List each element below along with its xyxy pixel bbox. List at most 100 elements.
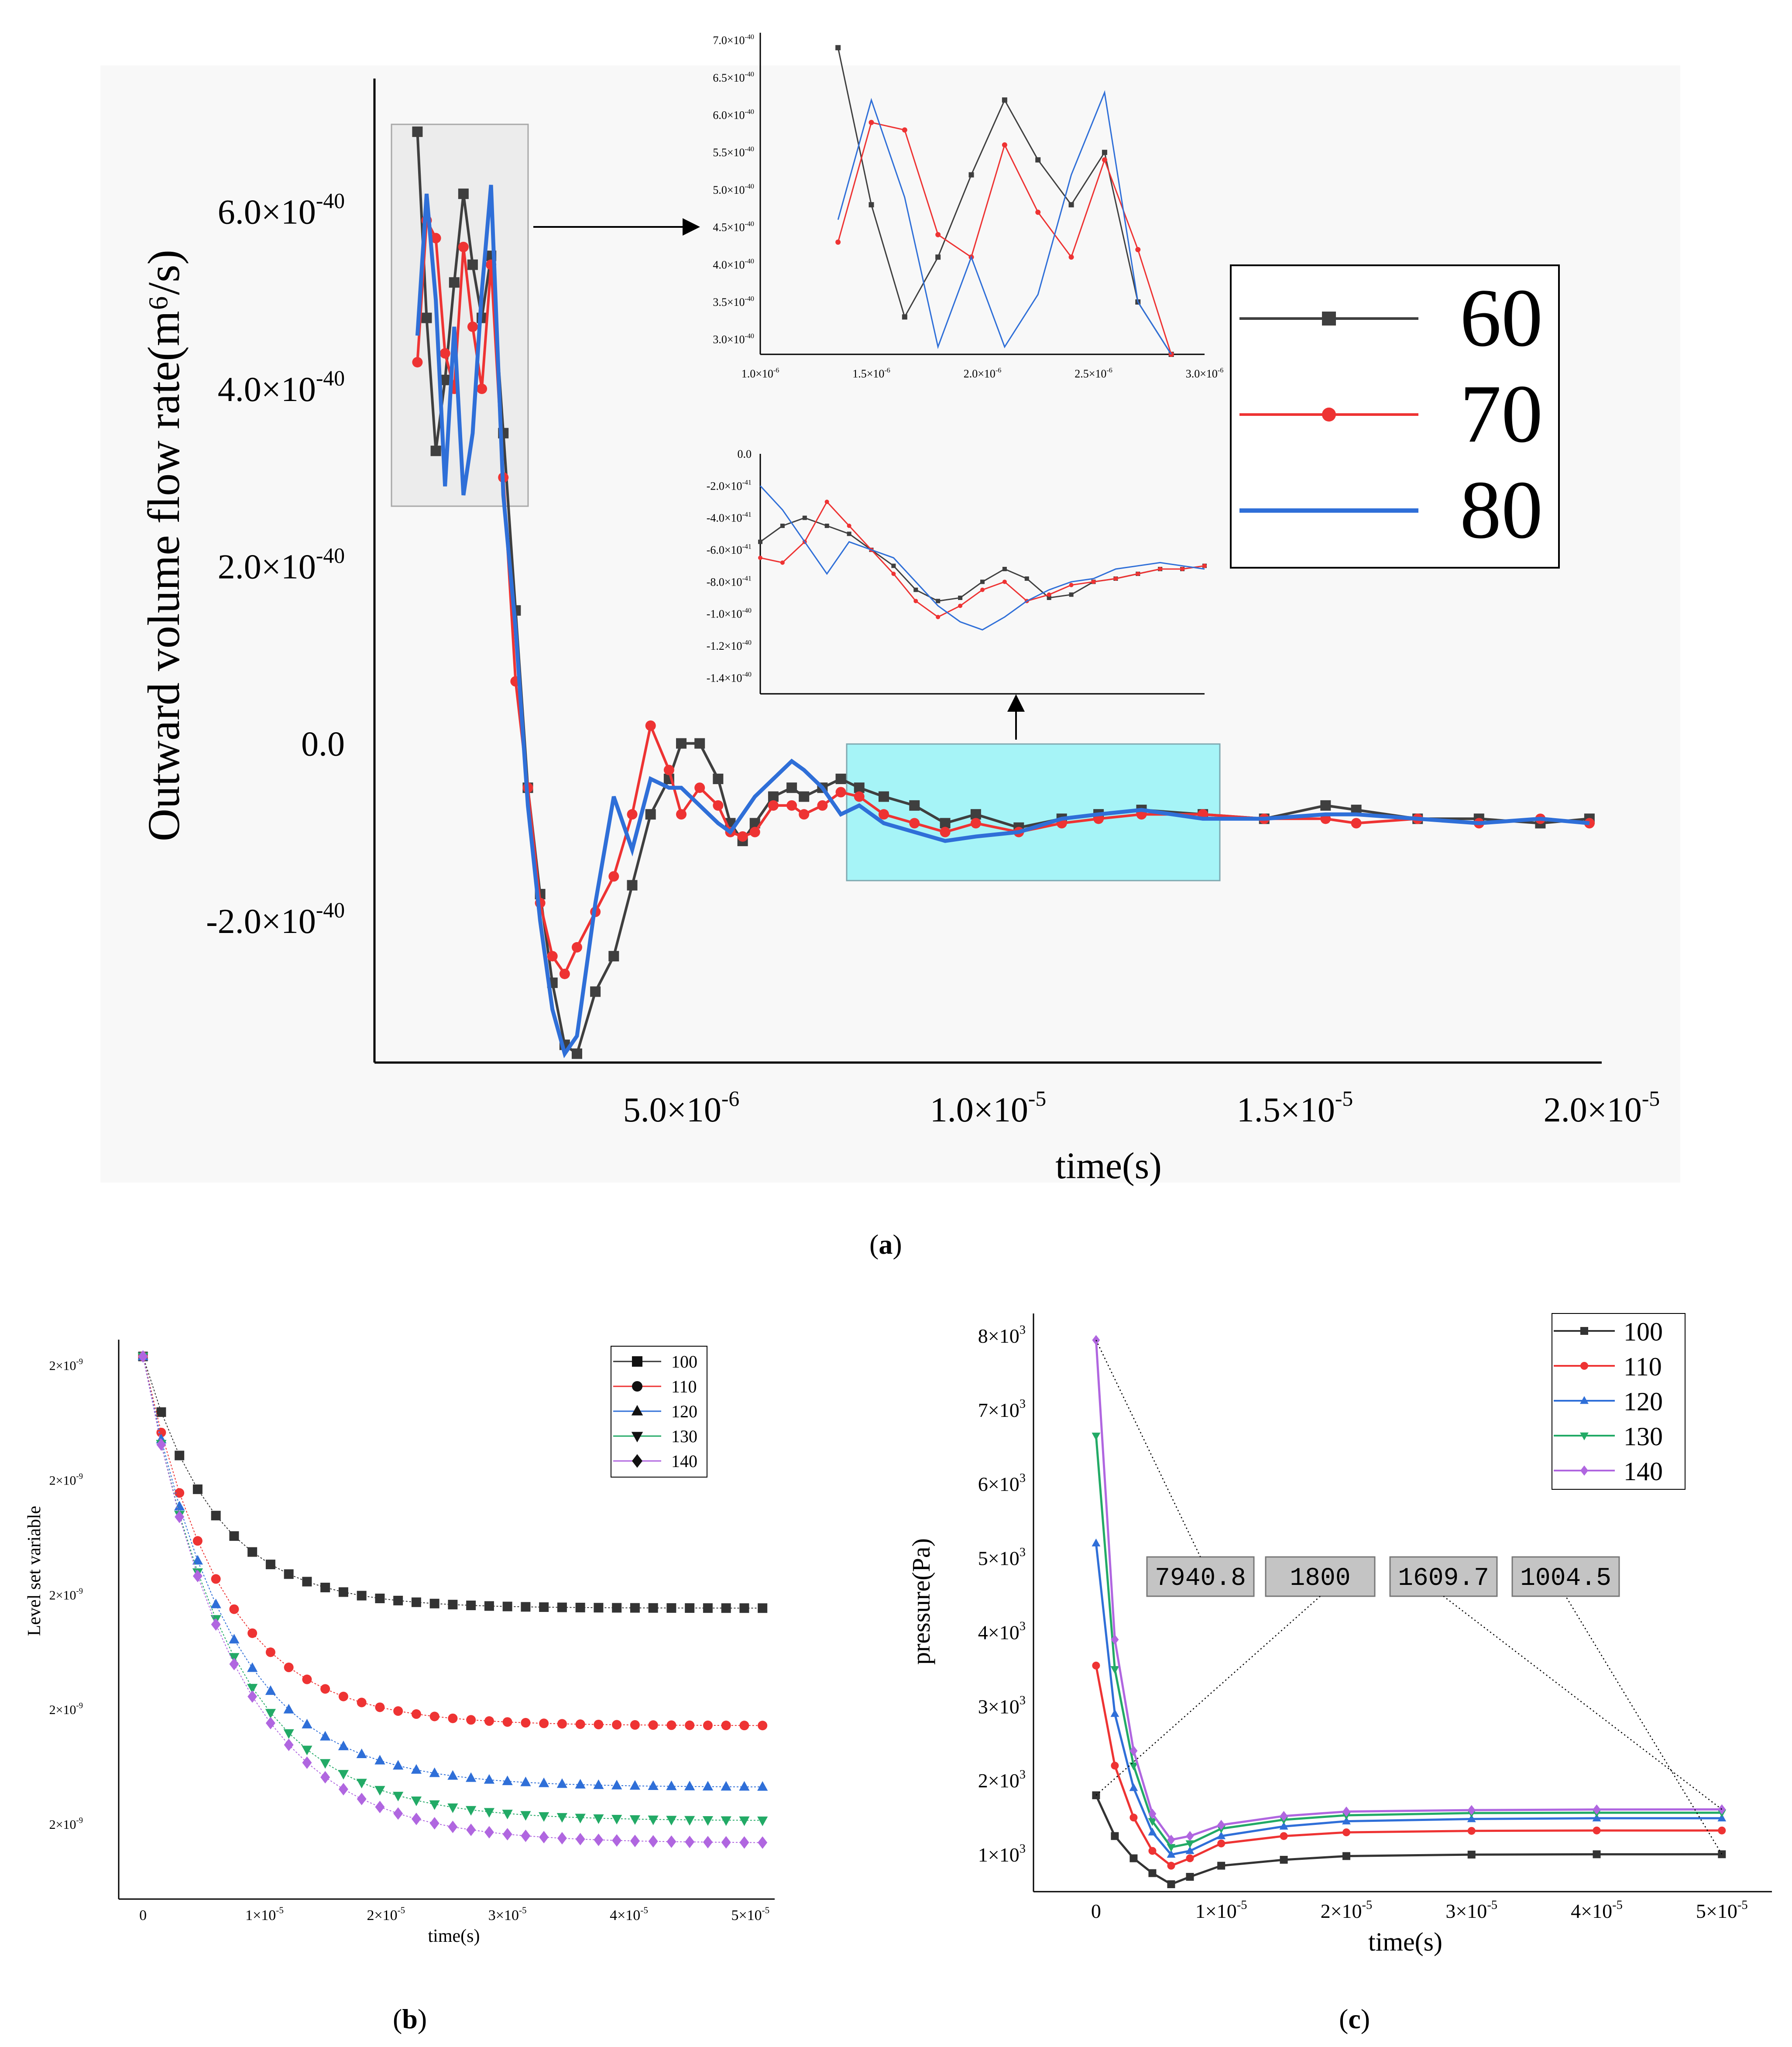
c-annotation-label-4: 1004.5 [1520, 1564, 1611, 1593]
c-series-120-point [1110, 1709, 1119, 1717]
b-series-140-point [466, 1824, 476, 1836]
a-series-70-point [878, 809, 889, 820]
b-series-110-point [758, 1721, 768, 1731]
b-series-130-point [593, 1814, 604, 1824]
c-series-120-point [1129, 1783, 1138, 1791]
b-legend-label-140: 140 [671, 1451, 697, 1471]
b-series-110-point [703, 1720, 713, 1730]
a-series-60-point [799, 791, 810, 802]
c-series-130-point [1167, 1844, 1176, 1852]
b-series-110-point [721, 1721, 731, 1731]
a-x-tick-label: 1.0×10-5 [930, 1087, 1046, 1129]
a-inset-bottom-series-70-point [1002, 579, 1007, 584]
c-series-130-line [1095, 1436, 1722, 1848]
b-series-100-point [666, 1603, 676, 1613]
a-series-60-point [430, 446, 441, 456]
a-inset-bottom-series-80-line [759, 485, 1205, 631]
c-series-100-point [1217, 1862, 1226, 1870]
c-y-tick-label: 5×103 [978, 1546, 1026, 1570]
a-x-tick-label: 2.0×10-5 [1544, 1087, 1660, 1129]
c-series-140-line [1095, 1340, 1722, 1841]
c-legend-label-120: 120 [1624, 1387, 1663, 1416]
b-series-110-point [156, 1427, 166, 1437]
c-series-110-point [1718, 1826, 1726, 1834]
b-series-140-point [247, 1690, 257, 1703]
b-series-140-point [666, 1835, 676, 1848]
b-series-130-point [393, 1792, 404, 1802]
c-series-100-point [1186, 1873, 1194, 1881]
b-series-110-point [229, 1604, 239, 1614]
b-series-140-point [175, 1510, 185, 1523]
a-inset-top-series-70-point [835, 239, 841, 245]
a-inset-top-series-60-point [1068, 202, 1074, 208]
c-y-tick-label: 1×103 [978, 1842, 1026, 1866]
a-inset-top-series-60-point [1002, 97, 1007, 103]
a-inset-bottom-series-60-point [891, 563, 896, 568]
b-x-tick-label: 4×10-5 [610, 1905, 648, 1924]
a-inset-bottom-series-60-point [1024, 576, 1029, 581]
a-inset-bottom-series-70-point [891, 572, 896, 576]
a-inset-bottom-series-60-point [758, 539, 762, 544]
b-series-120-point [374, 1755, 385, 1765]
b-series-120-point [702, 1781, 714, 1791]
a-inset-bottom-series-70-point [936, 615, 941, 619]
b-series-120-point [520, 1776, 531, 1786]
c-legend-marker-110 [1580, 1362, 1588, 1370]
a-series-70-point [694, 782, 705, 793]
a-series-60-point [1320, 800, 1331, 811]
a-series-70-point [430, 233, 441, 243]
b-series-120-point [356, 1748, 367, 1758]
b-series-130-point [411, 1796, 422, 1806]
c-y-axis-title: pressure(Pa) [907, 1538, 935, 1665]
c-series-110-point [1148, 1847, 1157, 1855]
b-series-130-point [247, 1684, 258, 1694]
b-series-120-point [739, 1781, 750, 1791]
b-series-140-point [338, 1783, 348, 1796]
b-series-130-point [374, 1786, 385, 1796]
a-y-tick-label: 4.0×10-40 [218, 366, 345, 409]
a-inset-top-x-tick-label: 2.5×10-6 [1075, 367, 1112, 380]
panel-a-label: (a) [869, 1229, 902, 1260]
a-inset-top-series-70-point [869, 120, 874, 125]
a-inset-top-series-70-point [1035, 209, 1041, 215]
b-series-120-point [575, 1779, 586, 1789]
a-inset-bottom-y-tick-label: -4.0×10-41 [707, 511, 752, 525]
b-series-120-point [429, 1767, 440, 1777]
a-series-70-point [547, 951, 558, 962]
a-inset-top-y-tick-label: 4.0×10-40 [713, 258, 754, 271]
b-series-140-point [630, 1834, 640, 1848]
c-series-140-point [1467, 1805, 1476, 1815]
b-series-130-point [356, 1779, 367, 1789]
c-x-tick-label: 0 [1091, 1900, 1101, 1922]
b-series-140-point [302, 1756, 312, 1769]
b-series-100-point [247, 1547, 257, 1557]
c-series-140-point [1186, 1831, 1194, 1841]
b-series-110-point [685, 1720, 695, 1730]
b-series-140-point [575, 1833, 585, 1845]
a-series-60-point [854, 782, 865, 793]
b-series-110-point [539, 1718, 549, 1728]
c-series-120-point [1092, 1538, 1101, 1546]
b-series-100-point [175, 1450, 185, 1461]
c-series-110-point [1280, 1832, 1288, 1840]
a-inset-top-series-60-point [835, 45, 841, 51]
a-inset-bottom-y-tick-label: -1.0×10-40 [707, 607, 752, 621]
c-series-140-point [1217, 1820, 1226, 1830]
a-inset-top-x-tick-label: 3.0×10-6 [1186, 367, 1224, 380]
a-series-70-point [940, 826, 951, 837]
c-legend-label-130: 130 [1624, 1422, 1663, 1451]
b-series-120-point [393, 1760, 404, 1770]
b-series-120-point [247, 1662, 258, 1672]
b-series-140-point [138, 1350, 148, 1363]
c-annotation-leader-1 [1095, 1340, 1201, 1557]
b-x-tick-label: 0 [139, 1907, 147, 1924]
b-series-100-point [320, 1583, 330, 1593]
a-inset-bottom-series-60-point [1069, 592, 1074, 597]
a-series-70-point [676, 809, 687, 820]
a-inset-top-series-70-point [1002, 142, 1007, 148]
b-series-100-point [502, 1601, 512, 1612]
b-series-130-point [520, 1811, 531, 1821]
b-series-130-point [502, 1810, 513, 1820]
c-series-100-point [1167, 1880, 1175, 1889]
b-series-120-point [593, 1779, 604, 1789]
